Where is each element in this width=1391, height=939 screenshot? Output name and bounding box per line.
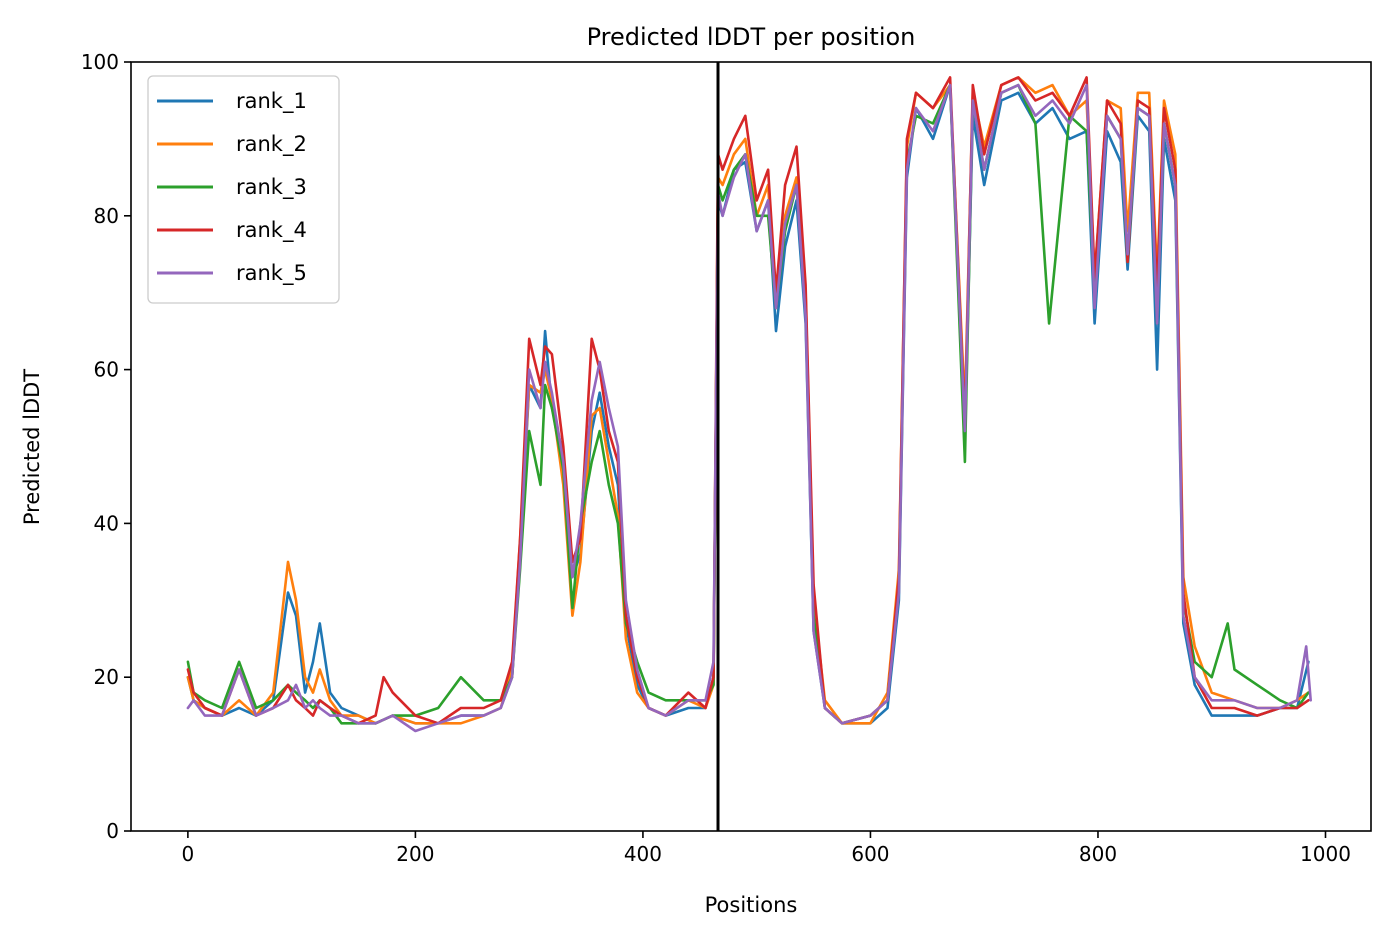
x-axis-ticks: 0 200 400 600 800 1000 <box>182 831 1351 866</box>
x-tick-label: 1000 <box>1300 842 1351 866</box>
legend-label: rank_4 <box>236 218 307 243</box>
legend-label: rank_3 <box>236 175 307 200</box>
y-tick-label: 60 <box>94 358 119 382</box>
legend-label: rank_2 <box>236 132 307 157</box>
chart-title: Predicted lDDT per position <box>587 23 916 51</box>
y-tick-label: 40 <box>94 511 119 535</box>
x-tick-label: 600 <box>851 842 889 866</box>
y-tick-label: 0 <box>106 819 119 843</box>
x-tick-label: 800 <box>1079 842 1117 866</box>
legend-label: rank_1 <box>236 89 307 114</box>
x-tick-label: 400 <box>624 842 662 866</box>
y-axis-ticks: 0 20 40 60 80 100 <box>81 50 131 843</box>
y-axis-label: Predicted lDDT <box>20 369 44 525</box>
y-tick-label: 20 <box>94 665 119 689</box>
legend-box <box>147 75 340 304</box>
series-line-rank-5 <box>186 83 1312 733</box>
y-tick-label: 80 <box>94 204 119 228</box>
x-tick-label: 200 <box>396 842 434 866</box>
x-axis-label: Positions <box>705 893 798 917</box>
plot-series <box>186 76 1312 733</box>
x-tick-label: 0 <box>182 842 195 866</box>
plot-frame <box>130 61 1372 832</box>
series-line-rank-4 <box>186 76 1310 725</box>
legend-label: rank_5 <box>236 261 307 286</box>
legend: rank_1 rank_2 rank_3 rank_4 rank_5 <box>147 75 340 304</box>
y-tick-label: 100 <box>81 50 119 74</box>
